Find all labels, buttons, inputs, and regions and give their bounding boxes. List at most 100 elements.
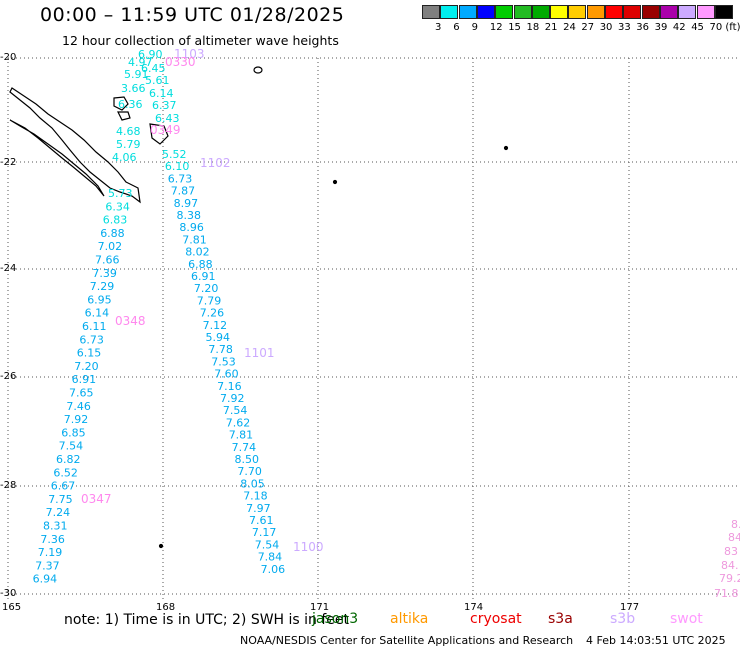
lat-label: -24 bbox=[0, 263, 17, 274]
legend-swatch bbox=[659, 5, 678, 19]
legend-label: 45 bbox=[691, 22, 704, 33]
wave-height-value: 7.62 bbox=[226, 416, 251, 429]
legend-swatch bbox=[696, 5, 715, 19]
wave-height-value: 7.17 bbox=[252, 526, 277, 539]
legend-swatch bbox=[513, 5, 532, 19]
swot-value: 84. bbox=[721, 559, 739, 572]
wave-height-value: 7.61 bbox=[249, 514, 274, 527]
legend-label: 6 bbox=[453, 22, 460, 33]
wave-height-value: 5.94 bbox=[206, 331, 231, 344]
wave-height-value: 6.91 bbox=[72, 373, 97, 386]
wave-height-value: 6.15 bbox=[77, 347, 102, 360]
wave-height-value: 6.67 bbox=[51, 480, 76, 493]
wave-height-value: 4.06 bbox=[112, 151, 137, 164]
wave-height-value: 7.36 bbox=[40, 533, 65, 546]
wave-height-value: 7.12 bbox=[203, 319, 228, 332]
pass-label: 0330 bbox=[165, 55, 196, 69]
wave-height-value: 6.45 bbox=[141, 62, 166, 75]
wave-height-value: 7.78 bbox=[208, 343, 233, 356]
track-id-label: 1100 bbox=[293, 540, 324, 554]
legend-swatch bbox=[550, 5, 569, 19]
wave-height-value: 7.65 bbox=[69, 387, 94, 400]
legend-swatch bbox=[623, 5, 642, 19]
wave-height-value: 7.92 bbox=[220, 392, 245, 405]
wave-height-value: 7.54 bbox=[223, 404, 248, 417]
page-subtitle: 12 hour collection of altimeter wave hei… bbox=[62, 33, 339, 48]
legend-label: 3 bbox=[435, 22, 442, 33]
wave-height-value: 7.06 bbox=[261, 563, 286, 576]
lat-label: -26 bbox=[0, 371, 17, 382]
mission-swot: swot bbox=[670, 611, 703, 627]
legend-swatch bbox=[440, 5, 459, 19]
legend-label: 36 bbox=[636, 22, 650, 33]
legend-label: 24 bbox=[563, 22, 576, 33]
wave-height-value: 7.24 bbox=[46, 506, 71, 519]
legend-swatch bbox=[458, 5, 477, 19]
legend-swatch bbox=[495, 5, 514, 19]
swot-value: 79.2 bbox=[719, 572, 740, 585]
wave-height-value: 6.83 bbox=[103, 214, 128, 227]
mission-jason3: jason3 bbox=[312, 611, 359, 627]
wave-height-value: 6.10 bbox=[165, 160, 190, 173]
wave-height-value: 4.68 bbox=[116, 125, 141, 138]
wave-height-value: 6.14 bbox=[149, 87, 174, 100]
wave-height-value: 8.31 bbox=[43, 520, 68, 533]
track-id-label: 1102 bbox=[200, 156, 231, 170]
new-caledonia-outline bbox=[9, 87, 141, 204]
wave-height-value: 6.88 bbox=[100, 227, 125, 240]
wave-height-value: 7.79 bbox=[197, 294, 222, 307]
legend-label: 70 (ft) bbox=[709, 22, 740, 33]
swot-value: 83 bbox=[724, 545, 738, 558]
wave-height-value: 8.38 bbox=[177, 209, 202, 222]
wave-height-value: 5.79 bbox=[116, 138, 141, 151]
lon-label: 177 bbox=[620, 602, 640, 613]
wave-height-values: 4.975.913.66 6.36 4.685.794.06 6.906.455.61… bbox=[33, 47, 740, 600]
wave-height-value: 6.88 bbox=[188, 258, 213, 271]
mission-cryosat: cryosat bbox=[470, 611, 522, 627]
wave-height-value: 7.81 bbox=[229, 429, 254, 442]
wave-height-value: 6.82 bbox=[56, 453, 81, 466]
legend-label: 15 bbox=[508, 22, 521, 33]
wave-height-value: 6.94 bbox=[33, 573, 58, 586]
legend-swatch bbox=[605, 5, 623, 19]
track-id-label: 1103 bbox=[174, 47, 205, 61]
wave-height-value: 7.81 bbox=[182, 233, 207, 246]
island-dot-3 bbox=[158, 543, 164, 549]
wave-height-value: 7.75 bbox=[48, 493, 72, 506]
lon-label: 171 bbox=[310, 602, 330, 613]
lat-label: -22 bbox=[0, 157, 17, 168]
island-dot-1 bbox=[332, 179, 338, 185]
legend-label: 27 bbox=[581, 22, 595, 33]
legend-label: 30 bbox=[599, 22, 613, 33]
wave-height-value: 8.96 bbox=[179, 221, 204, 234]
legend-label: 39 bbox=[654, 22, 668, 33]
wave-height-value: 8.97 bbox=[174, 197, 199, 210]
wave-height-value: 6.90 bbox=[138, 48, 163, 61]
wave-height-value: 5.91 bbox=[124, 68, 149, 81]
wave-height-value: 7.46 bbox=[66, 400, 91, 413]
wave-height-value: 6.43 bbox=[155, 112, 180, 125]
wave-height-value: 7.02 bbox=[98, 240, 123, 253]
wave-height-value: 7.20 bbox=[74, 360, 99, 373]
wave-height-value: 5.73 bbox=[108, 187, 133, 200]
mission-s3b: s3b bbox=[610, 611, 636, 627]
wave-height-value: 6.85 bbox=[61, 426, 85, 439]
island-dot-2 bbox=[503, 145, 509, 151]
loyalty-island-2 bbox=[117, 111, 131, 121]
wave-height-value: 7.26 bbox=[200, 307, 225, 320]
wave-height-value: 7.54 bbox=[59, 440, 84, 453]
legend-label: 18 bbox=[526, 22, 540, 33]
lon-label: 174 bbox=[464, 602, 484, 613]
footer-timestamp: 4 Feb 14:03:51 UTC 2025 bbox=[586, 634, 726, 647]
mission-altika: altika bbox=[390, 611, 429, 627]
page-title: 00:00 – 11:59 UTC 01/28/2025 bbox=[40, 4, 345, 26]
track-id-label: 1101 bbox=[244, 346, 275, 360]
swot-value: 71.8 bbox=[714, 587, 739, 600]
legend-label: 42 bbox=[672, 22, 686, 33]
wave-height-value: 7.20 bbox=[194, 282, 219, 295]
walpole-island bbox=[253, 66, 263, 74]
wave-height-value: 7.18 bbox=[243, 490, 268, 503]
wave-height-value: 7.53 bbox=[211, 355, 236, 368]
wave-height-value: 8.02 bbox=[185, 246, 210, 259]
